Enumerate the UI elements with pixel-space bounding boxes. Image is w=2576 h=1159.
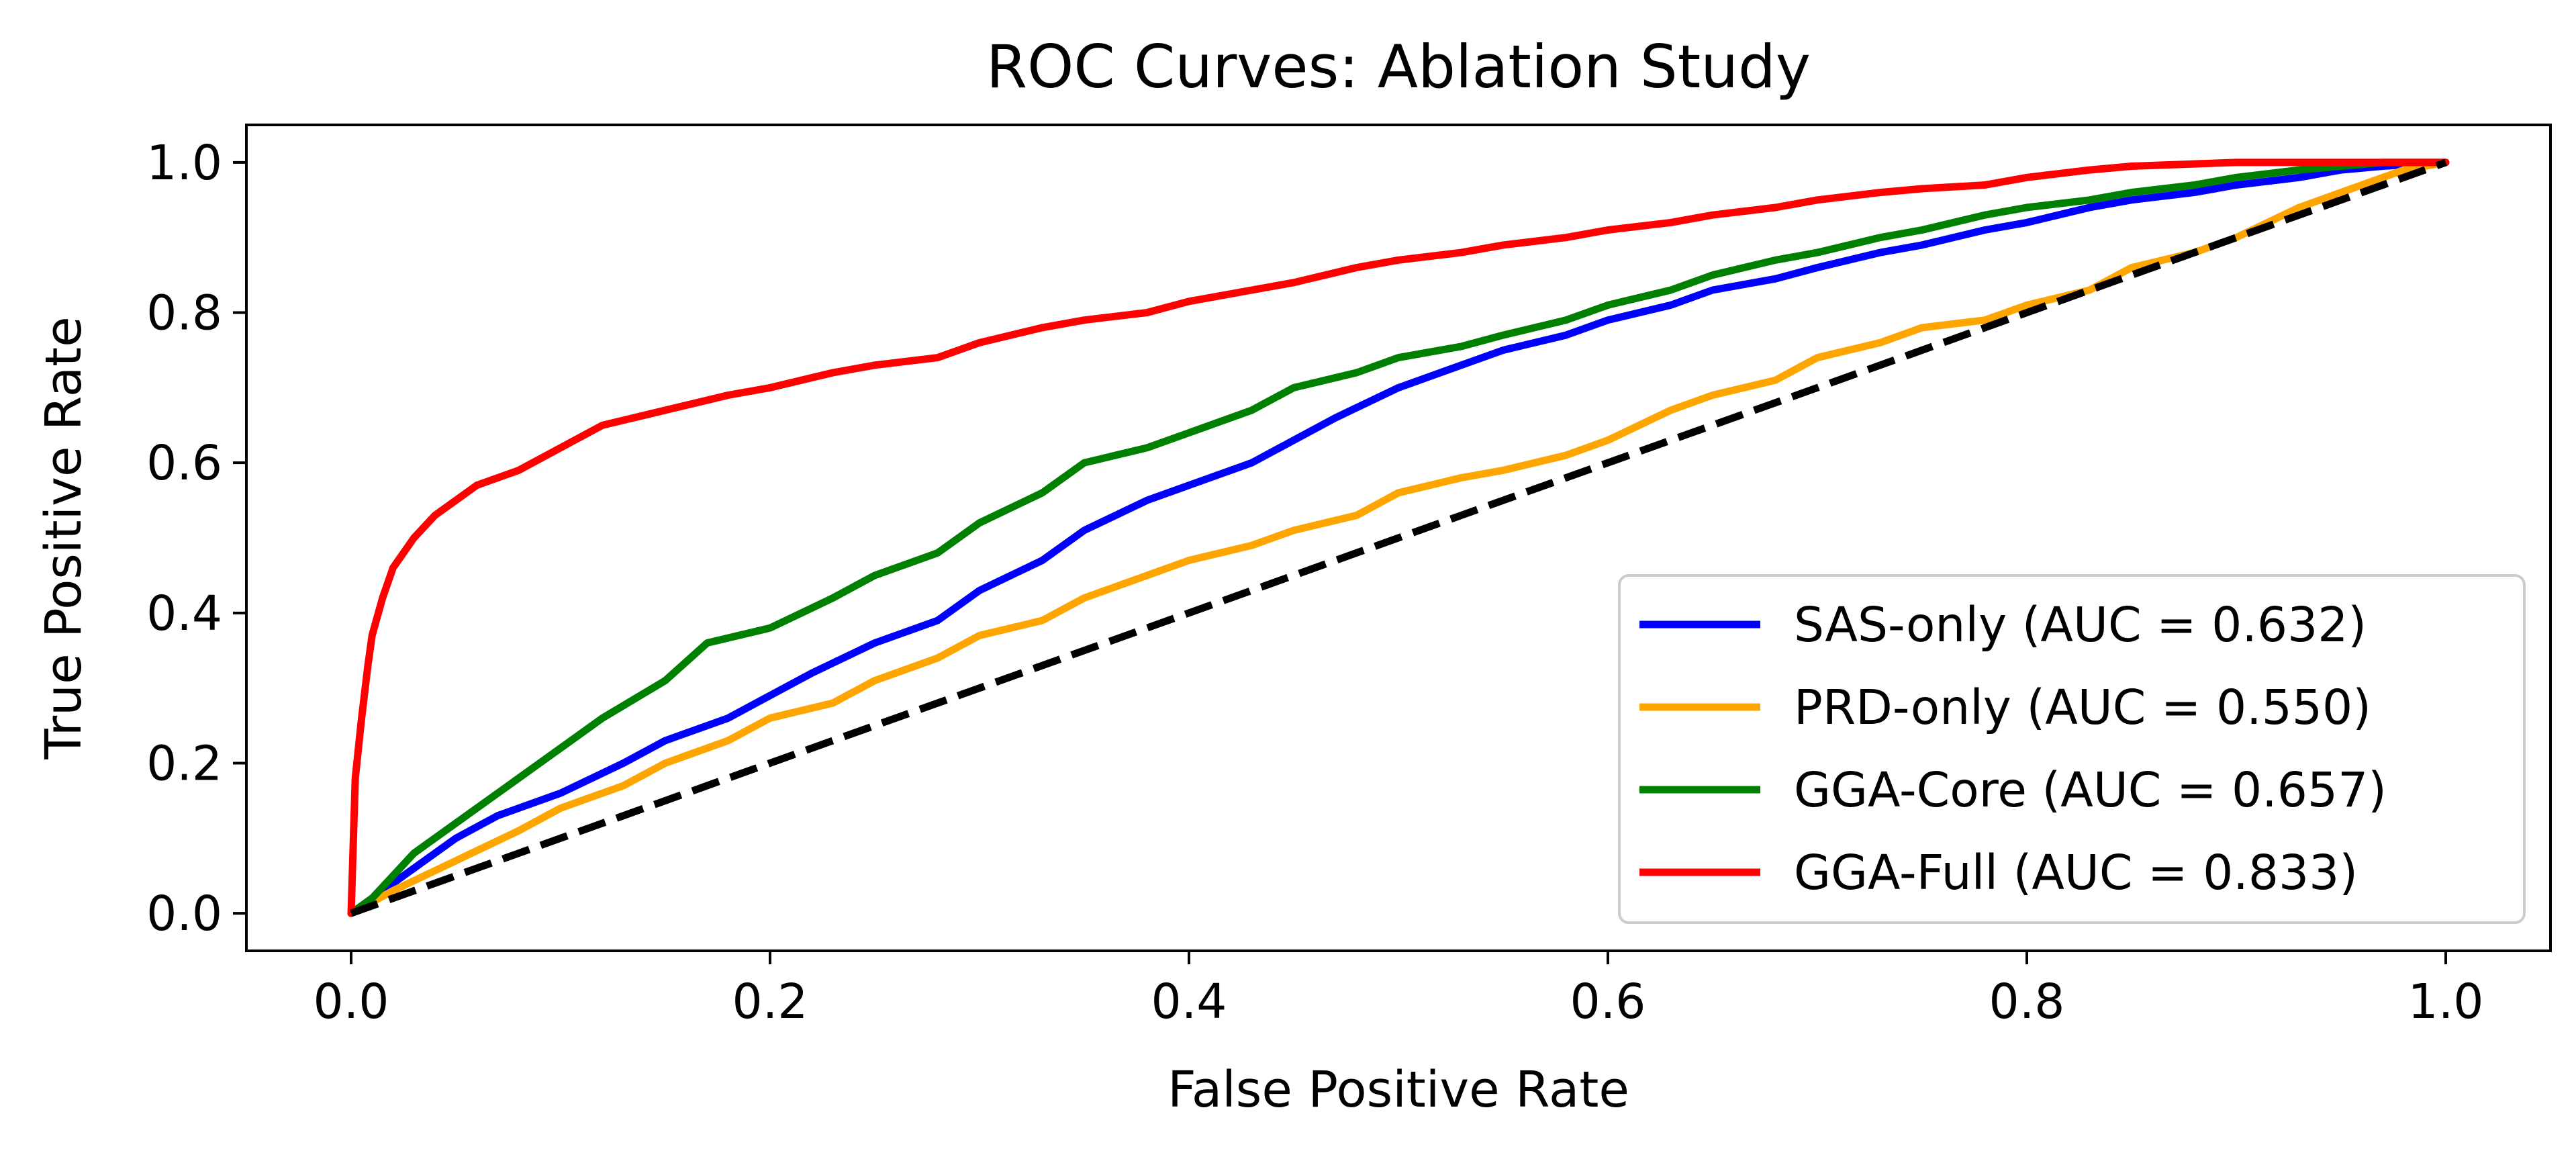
y-tick-label: 0.6 bbox=[146, 435, 222, 491]
chart-title: ROC Curves: Ablation Study bbox=[986, 32, 1811, 101]
axes-layer: 0.0 0.2 0.4 0.6 0.8 1.0 0.0 0.2 0.4 0.6 0.8 1.0 bbox=[146, 135, 2483, 1029]
y-tick-label: 0.2 bbox=[146, 735, 222, 791]
y-axis-label: True Positive Rate bbox=[35, 316, 93, 759]
x-tick-label: 0.8 bbox=[1989, 974, 2065, 1029]
x-tick-label: 0.6 bbox=[1570, 974, 1646, 1029]
y-tick-label: 0.0 bbox=[146, 886, 222, 941]
legend: SAS-only (AUC = 0.632) PRD-only (AUC = 0.… bbox=[1618, 574, 2526, 924]
x-tick-label: 0.0 bbox=[314, 974, 389, 1029]
x-tick-label: 1.0 bbox=[2408, 974, 2484, 1029]
y-tick-label: 0.4 bbox=[146, 586, 222, 641]
series-layer bbox=[347, 158, 2450, 917]
legend-box bbox=[1618, 574, 2526, 924]
chance-diagonal-line bbox=[350, 158, 2447, 917]
y-tick-label: 0.8 bbox=[146, 285, 222, 341]
roc-curve-series-0 bbox=[347, 158, 2450, 917]
legend-label-2: GGA-Core (AUC = 0.657) bbox=[1794, 762, 2387, 818]
x-tick-label: 0.4 bbox=[1151, 974, 1227, 1029]
legend-items: SAS-only (AUC = 0.632) PRD-only (AUC = 0.… bbox=[1639, 597, 2387, 900]
x-axis-label: False Positive Rate bbox=[1167, 1061, 1629, 1119]
legend-label-3: GGA-Full (AUC = 0.833) bbox=[1794, 845, 2358, 900]
x-tick-label: 0.2 bbox=[732, 974, 808, 1029]
roc-curve-series-2 bbox=[347, 158, 2450, 917]
roc-curve-series-3 bbox=[347, 158, 2450, 917]
legend-label-0: SAS-only (AUC = 0.632) bbox=[1794, 597, 2367, 653]
legend-label-1: PRD-only (AUC = 0.550) bbox=[1794, 680, 2371, 735]
y-tick-label: 1.0 bbox=[146, 135, 222, 191]
plot-area-frame bbox=[245, 124, 2552, 952]
